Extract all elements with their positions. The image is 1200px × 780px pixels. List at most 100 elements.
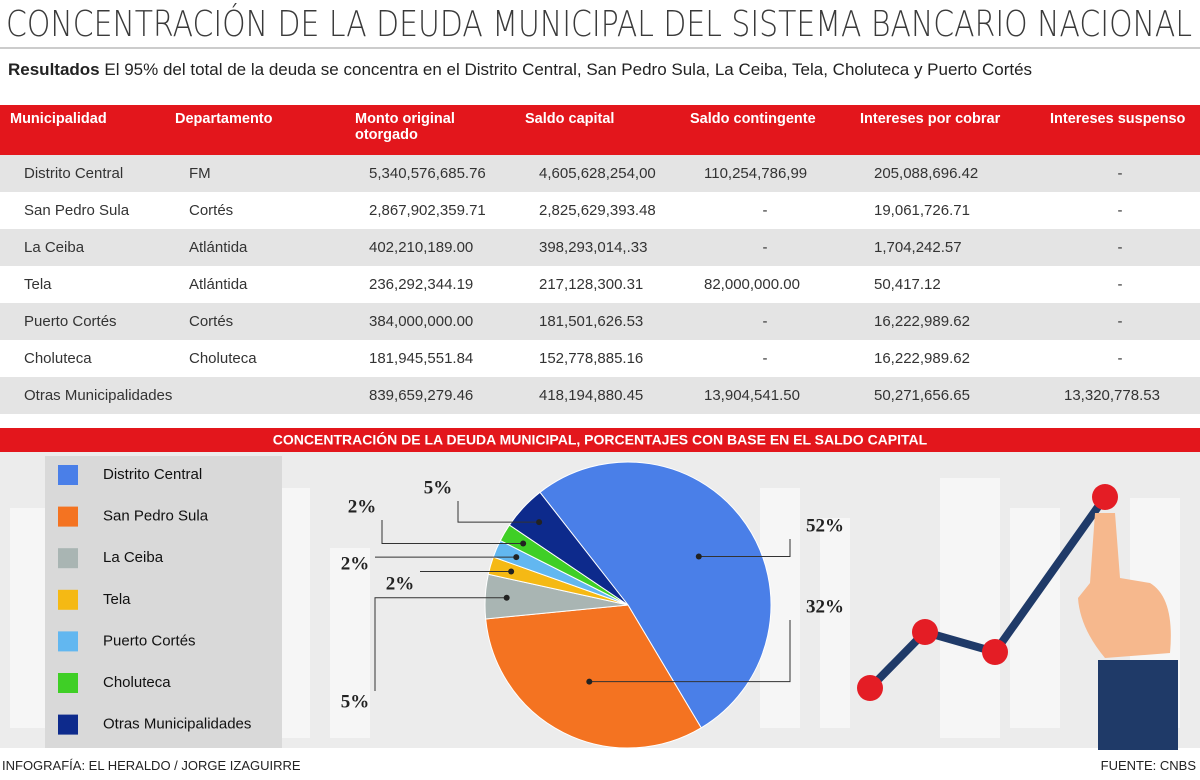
pie-slice	[539, 461, 772, 729]
table-cell: 236,292,344.19	[369, 276, 474, 293]
value-label: 5%	[424, 477, 453, 498]
table-cell: 2,825,629,393.48	[539, 202, 656, 219]
leader-dot	[513, 554, 520, 561]
table-cell: San Pedro Sula	[24, 202, 130, 219]
table-cell: Cortés	[165, 303, 345, 340]
pie-slice	[485, 604, 702, 749]
table-row: Tela Atlántida 236,292,344.19 217,128,300.3…	[0, 266, 1200, 303]
table-row: La Ceiba Atlántida 402,210,189.00 398,293,0…	[0, 229, 1200, 266]
table-cell: 402,210,189.00	[345, 229, 515, 266]
table-cell: 839,659,279.46	[345, 377, 515, 414]
legend-swatch	[58, 714, 78, 735]
table-cell: 19,061,726.71	[874, 202, 970, 219]
legend-swatch	[58, 673, 78, 693]
column-header: Intereses suspenso	[1040, 105, 1200, 155]
chart-title: CONCENTRACIÓN DE LA DEUDA MUNICIPAL, POR…	[273, 431, 928, 448]
pie-section: CONCENTRACIÓN DE LA DEUDA MUNICIPAL, POR…	[0, 428, 1200, 750]
legend-swatch	[58, 465, 78, 485]
lead: Resultados	[8, 60, 100, 79]
table-cell	[165, 377, 345, 414]
table-cell: -	[1117, 202, 1123, 219]
table-cell: Cortés	[189, 202, 234, 219]
leader-line	[589, 620, 791, 683]
legend-swatch	[58, 506, 78, 527]
column-header: Municipalidad	[0, 105, 165, 155]
table-row: Distrito Central FM 5,340,576,685.76 4,605,…	[0, 155, 1200, 192]
legend-label: Tela	[103, 591, 131, 608]
table-cell: Atlántida	[189, 276, 248, 293]
table-cell: Distrito Central	[0, 155, 165, 192]
table-cell: 418,194,880.45	[515, 377, 680, 414]
table-cell: 1,704,242.57	[850, 229, 1040, 266]
leader-line	[374, 597, 507, 691]
table-row: Puerto Cortés Cortés 384,000,000.00 181,501…	[0, 303, 1200, 340]
table-cell: 16,222,989.62	[874, 350, 970, 367]
table-cell: 384,000,000.00	[345, 303, 515, 340]
table-cell: -	[1040, 229, 1200, 266]
table-cell: -	[762, 202, 768, 219]
table-cell: 181,945,551.84	[369, 350, 474, 367]
table-cell: 16,222,989.62	[850, 303, 1040, 340]
debt-table: Municipalidad Departamento Monto original …	[0, 105, 1200, 414]
legend-label: San Pedro Sula	[103, 508, 209, 525]
table-cell: La Ceiba	[0, 229, 165, 266]
column-header: Intereses por cobrar	[850, 105, 1040, 155]
legend-label: Choluteca	[103, 674, 171, 691]
leader-dot	[508, 568, 515, 575]
subtitle: Resultados El 95% del total de la deuda …	[8, 60, 1032, 80]
table-cell: 50,417.12	[874, 276, 941, 293]
table-cell: 5,340,576,685.76	[345, 155, 515, 192]
table-cell: 181,501,626.53	[515, 303, 680, 340]
table-cell: Choluteca	[189, 350, 257, 367]
table-cell: -	[1040, 155, 1200, 192]
table-cell: 217,128,300.31	[539, 276, 644, 293]
value-label: 2%	[348, 496, 377, 517]
table-cell: 4,605,628,254,00	[515, 155, 680, 192]
table-cell: 398,293,014,.33	[515, 229, 680, 266]
table-cell: -	[1117, 276, 1123, 293]
source: FUENTE: CNBS	[1100, 758, 1196, 773]
legend-label: La Ceiba	[103, 549, 164, 566]
table-cell: -	[680, 303, 850, 340]
table-cell: 50,271,656.65	[850, 377, 1040, 414]
legend-label: Puerto Cortés	[103, 632, 196, 649]
table-cell: 2,867,902,359.71	[369, 202, 486, 219]
leader-dot	[503, 594, 510, 601]
table-cell: 82,000,000.00	[704, 276, 800, 293]
credit: INFOGRAFÍA: EL HERALDO / JORGE IZAGUIRRE	[2, 758, 301, 773]
title: CONCENTRACIÓN DE LA DEUDA MUNICIPAL DEL …	[6, 3, 1192, 45]
table-cell: Choluteca	[24, 350, 92, 367]
table-row: Choluteca Choluteca 181,945,551.84 152,778,…	[0, 340, 1200, 377]
table-cell: 205,088,696.42	[850, 155, 1040, 192]
pie	[484, 461, 772, 749]
table-cell: Atlántida	[165, 229, 345, 266]
table-row: Otras Municipalidades 839,659,279.46 418,1…	[0, 377, 1200, 414]
table-cell: Tela	[24, 276, 52, 293]
value-label: 52%	[806, 515, 844, 536]
table-row: San Pedro Sula Cortés 2,867,902,359.71 2,82…	[0, 192, 1200, 229]
column-header: Departamento	[165, 105, 345, 155]
legend-box	[45, 456, 282, 748]
legend-swatch	[58, 589, 78, 610]
table-cell: 110,254,786,99	[680, 155, 850, 192]
callouts: 52% 32% 5% 2% 2% 2% 5%	[341, 477, 844, 712]
value-label: 2%	[386, 573, 415, 594]
leader-dot	[520, 540, 527, 547]
table-cell: -	[1040, 303, 1200, 340]
decor-trend	[857, 484, 1178, 750]
leader-line	[698, 539, 791, 558]
subtitle-text: El 95% del total de la deuda se concentr…	[104, 60, 1033, 79]
table-cell: 152,778,885.16	[539, 350, 644, 367]
table-cell: Puerto Cortés	[0, 303, 165, 340]
column-header: Saldo capital	[515, 105, 680, 155]
chart-banner	[0, 428, 1200, 452]
legend-label: Distrito Central	[103, 466, 202, 483]
legend-swatch	[58, 548, 78, 569]
leader-dot	[536, 519, 543, 526]
table-body: Distrito Central FM 5,340,576,685.76 4,605,…	[0, 155, 1200, 414]
legend: Distrito Central San Pedro Sula La Ceiba Te…	[58, 465, 251, 735]
column-header: Monto original otorgado	[345, 105, 515, 155]
table-cell: -	[680, 229, 850, 266]
leader-line	[381, 520, 524, 544]
